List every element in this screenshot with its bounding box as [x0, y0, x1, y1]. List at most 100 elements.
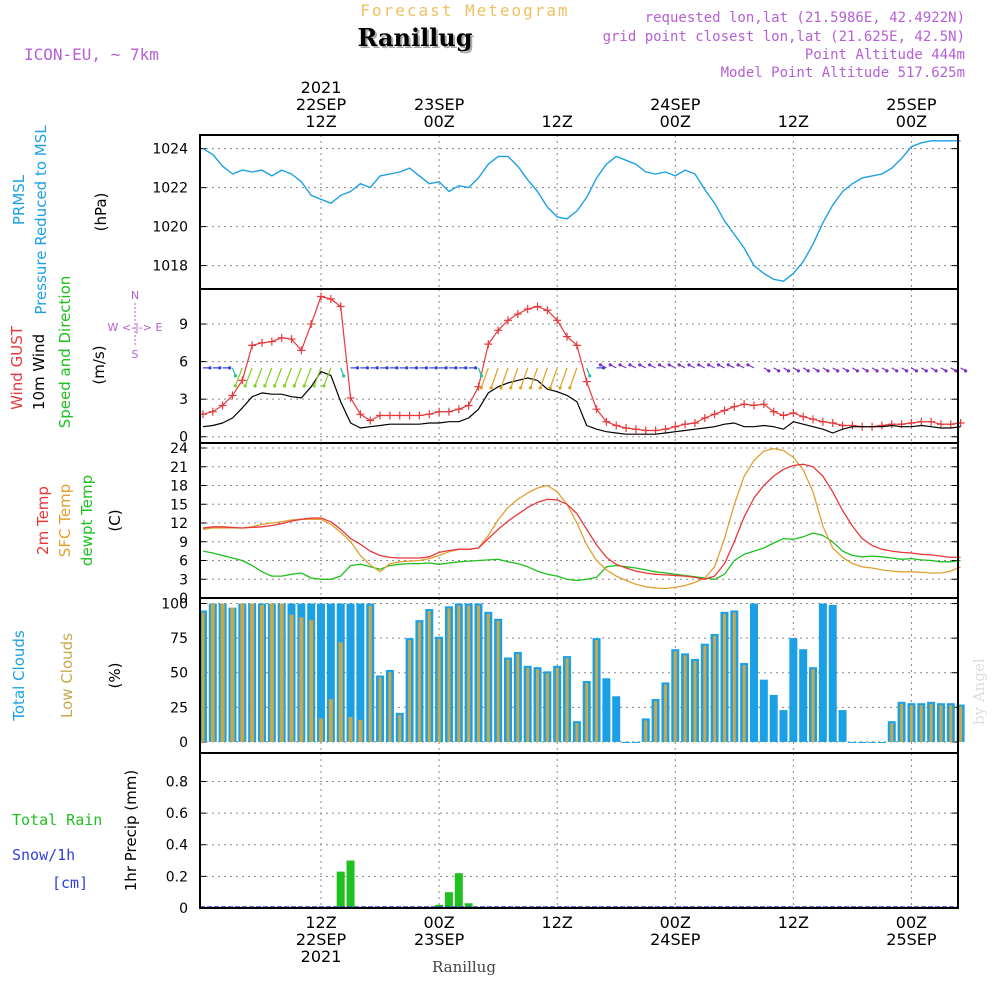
wind-direction-arrow [549, 367, 558, 389]
wind-direction-arrow [480, 367, 489, 389]
bottom-time-label: 25SEP [886, 930, 937, 949]
y-axis-label: (C) [106, 509, 124, 531]
gust-marker [730, 402, 739, 411]
wind-arrow-head [816, 369, 820, 373]
wind-arrow-head [444, 366, 448, 370]
gust-marker [710, 410, 719, 419]
low-cloud-bar [467, 605, 471, 742]
low-cloud-bar [250, 603, 255, 742]
wind-arrow-head [273, 384, 277, 388]
gust-marker [326, 295, 335, 304]
y-tick-label: 9 [179, 535, 188, 551]
wind-arrow-head [638, 363, 642, 367]
y-tick-label: 15 [170, 497, 188, 513]
gust-marker [376, 411, 385, 420]
wind-arrow-head [924, 369, 928, 373]
wind-arrow-head [796, 369, 800, 373]
top-time-label: 00Z [896, 112, 927, 131]
wind-direction-arrow [569, 367, 578, 389]
wind-direction-arrow [510, 367, 519, 389]
point-altitude: Point Altitude 444m [805, 47, 965, 63]
bottom-time-label: 24SEP [650, 930, 701, 949]
total-cloud-bar [779, 710, 788, 742]
wind-arrow-head [885, 369, 889, 373]
low-cloud-bar [289, 614, 294, 742]
gust-marker [277, 333, 286, 342]
low-cloud-bar [565, 658, 569, 742]
gust-marker [927, 417, 936, 426]
gust-marker [297, 346, 306, 355]
low-cloud-bar [575, 723, 579, 742]
wind-arrow-head [228, 366, 232, 370]
top-time-label: 22SEP [296, 95, 347, 114]
top-time-label: 24SEP [650, 95, 701, 114]
y-axis-label: 1hr Precip (mm) [122, 770, 140, 891]
wind-arrow-head [875, 369, 879, 373]
total-cloud-bar [789, 638, 798, 742]
y-axis-label: Total Clouds [10, 630, 28, 722]
top-time-label: 25SEP [886, 95, 937, 114]
gust-line [202, 295, 961, 432]
y-axis-label: Speed and Direction [56, 276, 74, 429]
low-cloud-bar [368, 605, 372, 742]
wind-direction-arrow [323, 367, 332, 387]
gust-marker [887, 420, 896, 429]
low-cloud-bar [722, 613, 726, 742]
gust-marker [602, 417, 611, 426]
wind-arrow-head [312, 384, 316, 388]
wind-arrow-head [395, 366, 399, 370]
y-tick-label: 1018 [152, 259, 188, 275]
y-tick-label: 9 [179, 317, 188, 333]
rain-bar [454, 873, 463, 908]
gust-marker [759, 400, 768, 409]
gust-marker [405, 411, 414, 420]
gust-marker [218, 401, 227, 410]
wind-arrow-head [282, 384, 287, 388]
wind-arrow-head [385, 366, 389, 370]
low-cloud-bar [328, 699, 333, 742]
wind-arrow-head [767, 369, 771, 373]
total-cloud-bar [602, 678, 611, 742]
y-tick-label: 100 [161, 597, 188, 613]
wind-arrow-head [208, 366, 212, 370]
chart-subtitle: Forecast Meteogram [360, 1, 569, 20]
bottom-time-label: 2021 [301, 947, 342, 966]
gust-marker [238, 376, 247, 385]
total-cloud-bar [769, 694, 778, 742]
wind-arrow-head [667, 363, 671, 367]
gust-marker [287, 335, 296, 344]
bottom-time-label: 12Z [305, 913, 336, 932]
wind-direction-arrow [313, 367, 322, 387]
gust-marker [572, 341, 581, 350]
low-cloud-bar [949, 705, 953, 742]
total-cloud-bar [858, 741, 867, 743]
low-cloud-bar [348, 717, 353, 742]
wind-arrow-head [538, 386, 542, 390]
y-axis-label: (m/s) [90, 345, 108, 384]
wind-arrow-head [786, 369, 791, 373]
gust-marker [307, 320, 316, 329]
gust-marker [779, 411, 788, 420]
y-axis-label: SFC Temp [56, 484, 74, 557]
wind-arrow-head [302, 384, 306, 388]
wind-arrow-head [479, 386, 483, 390]
wind-arrow-head [855, 369, 859, 373]
total-cloud-bar [799, 649, 808, 742]
low-cloud-bar [526, 667, 530, 742]
wind-arrow-head [548, 386, 552, 390]
y-tick-label: 6 [179, 554, 188, 570]
total-cloud-bar [868, 741, 877, 743]
panel-temperature: 0 3 6 9 12 15 18 21 24 2m Temp SFC Temp dewpt Temp (… [34, 441, 961, 607]
low-cloud-bar [595, 640, 599, 742]
y-tick-label: 0.4 [166, 838, 188, 854]
wind-arrow-head [479, 374, 484, 378]
watermark: by Angel [970, 658, 988, 725]
panel-wind: 0 3 6 9 NW <-|-> ES Wind GUST 10m Wind Speed an… [8, 276, 968, 446]
low-cloud-bar [545, 673, 549, 742]
gust-marker [907, 418, 916, 427]
legend-snow: Snow/1h [12, 846, 75, 864]
low-cloud-bar [742, 665, 746, 742]
wind-arrow-head [836, 369, 840, 373]
panel-clouds: 0 25 50 75 100 Total Clouds Low Clouds (%) [10, 597, 965, 754]
